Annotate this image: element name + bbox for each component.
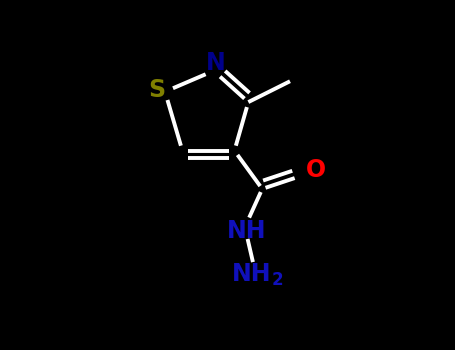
Text: NH: NH [227, 218, 266, 243]
Text: 2: 2 [272, 271, 283, 289]
Text: S: S [148, 78, 165, 102]
Text: NH: NH [232, 262, 272, 286]
Text: N: N [206, 51, 225, 75]
Text: O: O [306, 158, 326, 182]
